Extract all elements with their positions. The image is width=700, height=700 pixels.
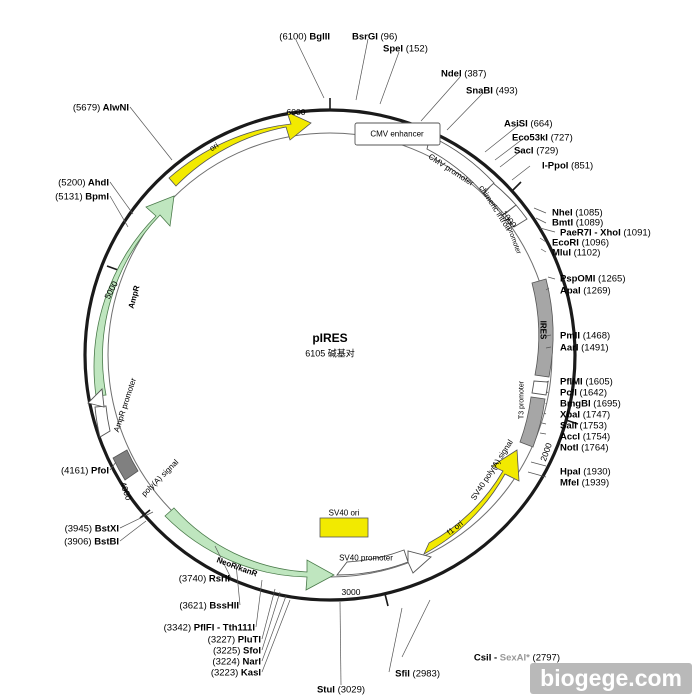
site-spei: SpeI (152) (383, 43, 428, 55)
site-rsrii: (3740) RsrII (178, 573, 230, 585)
site-snabi: SnaBI (493) (466, 85, 518, 97)
site-i-ppoi: I-PpoI (851) (542, 160, 594, 172)
site-nhei: NheI (1085) (552, 207, 603, 219)
site-acci: AccI (1754) (560, 431, 611, 443)
site-xbai: XbaI (1747) (560, 409, 611, 421)
watermark: biogege.com (530, 663, 692, 694)
site-stui: StuI (3029) (316, 684, 366, 696)
tick-6000: 6000 (286, 107, 306, 117)
feature-sv40-ori: SV40 ori (328, 508, 360, 518)
site-apai: ApaI (1269) (560, 285, 611, 297)
leader-lines (109, 38, 556, 686)
site-csii-sexai: CsiI - SexAI* (2797) (473, 652, 560, 664)
feature-shapes (87, 111, 554, 591)
site-bstbi: (3906) BstBI (64, 536, 119, 548)
site-alwni: (5679) AlwNI (72, 102, 129, 114)
site-hpai: HpaI (1930) (560, 466, 611, 478)
site-bglii: (6100) BglII (279, 31, 330, 43)
site-asisi: AsiSI (664) (504, 118, 553, 130)
tick-marks (106, 98, 579, 607)
site-ndei: NdeI (387) (441, 68, 487, 80)
site-kasi: (3223) KasI (210, 667, 261, 679)
site-pspomi: PspOMI (1265) (560, 273, 626, 285)
feature-t3-promoter: T3 promoter (518, 380, 526, 420)
site-paer7i-xhoi: PaeR7I - XhoI (1091) (560, 227, 651, 239)
site-noti: NotI (1764) (560, 442, 609, 454)
site-aari: AarI (1491) (560, 342, 609, 354)
site-pflfi-tth111i: (3342) PflFI - Tth111I (163, 622, 255, 634)
site-ahdi: (5200) AhdI (58, 177, 109, 189)
site-pcii: PciI (1642) (560, 387, 608, 399)
tick-3000: 3000 (341, 587, 361, 597)
site-pfoi: (4161) PfoI (60, 465, 109, 477)
site-pmli: PmlI (1468) (560, 330, 611, 342)
site-bpmi: (5131) BpmI (55, 191, 109, 203)
site-pflmi: PflMI (1605) (560, 376, 613, 388)
site-bstxi: (3945) BstXI (64, 523, 119, 535)
site-mlui: MluI (1102) (552, 247, 601, 259)
site-ecori: EcoRI (1096) (552, 237, 610, 249)
site-bsshii: (3621) BssHII (179, 600, 239, 612)
feature-sv40-promoter: SV40 promoter (339, 553, 393, 563)
site-bmti: BmtI (1089) (552, 217, 604, 229)
site-nari: (3224) NarI (212, 656, 261, 668)
site-pluti: (3227) PluTI (207, 634, 261, 646)
site-mfei: MfeI (1939) (560, 477, 610, 489)
feature-cmv-enhancer: CMV enhancer (370, 129, 424, 139)
page-title: pIRES (312, 331, 348, 345)
site-bsrgi: BsrGI (96) (352, 31, 398, 43)
site-eco53ki: Eco53kI (727) (512, 132, 573, 144)
site-saci: SacI (729) (514, 145, 559, 157)
plasmid-size: 6105 碱基对 (305, 348, 355, 359)
site-sfii: SfiI (2983) (395, 668, 440, 680)
site-bmgbi: BmgBI (1695) (560, 398, 621, 410)
site-sali: SalI (1753) (560, 420, 608, 432)
site-sfoi: (3225) SfoI (212, 645, 261, 657)
feature-ires: IRES (538, 320, 548, 340)
